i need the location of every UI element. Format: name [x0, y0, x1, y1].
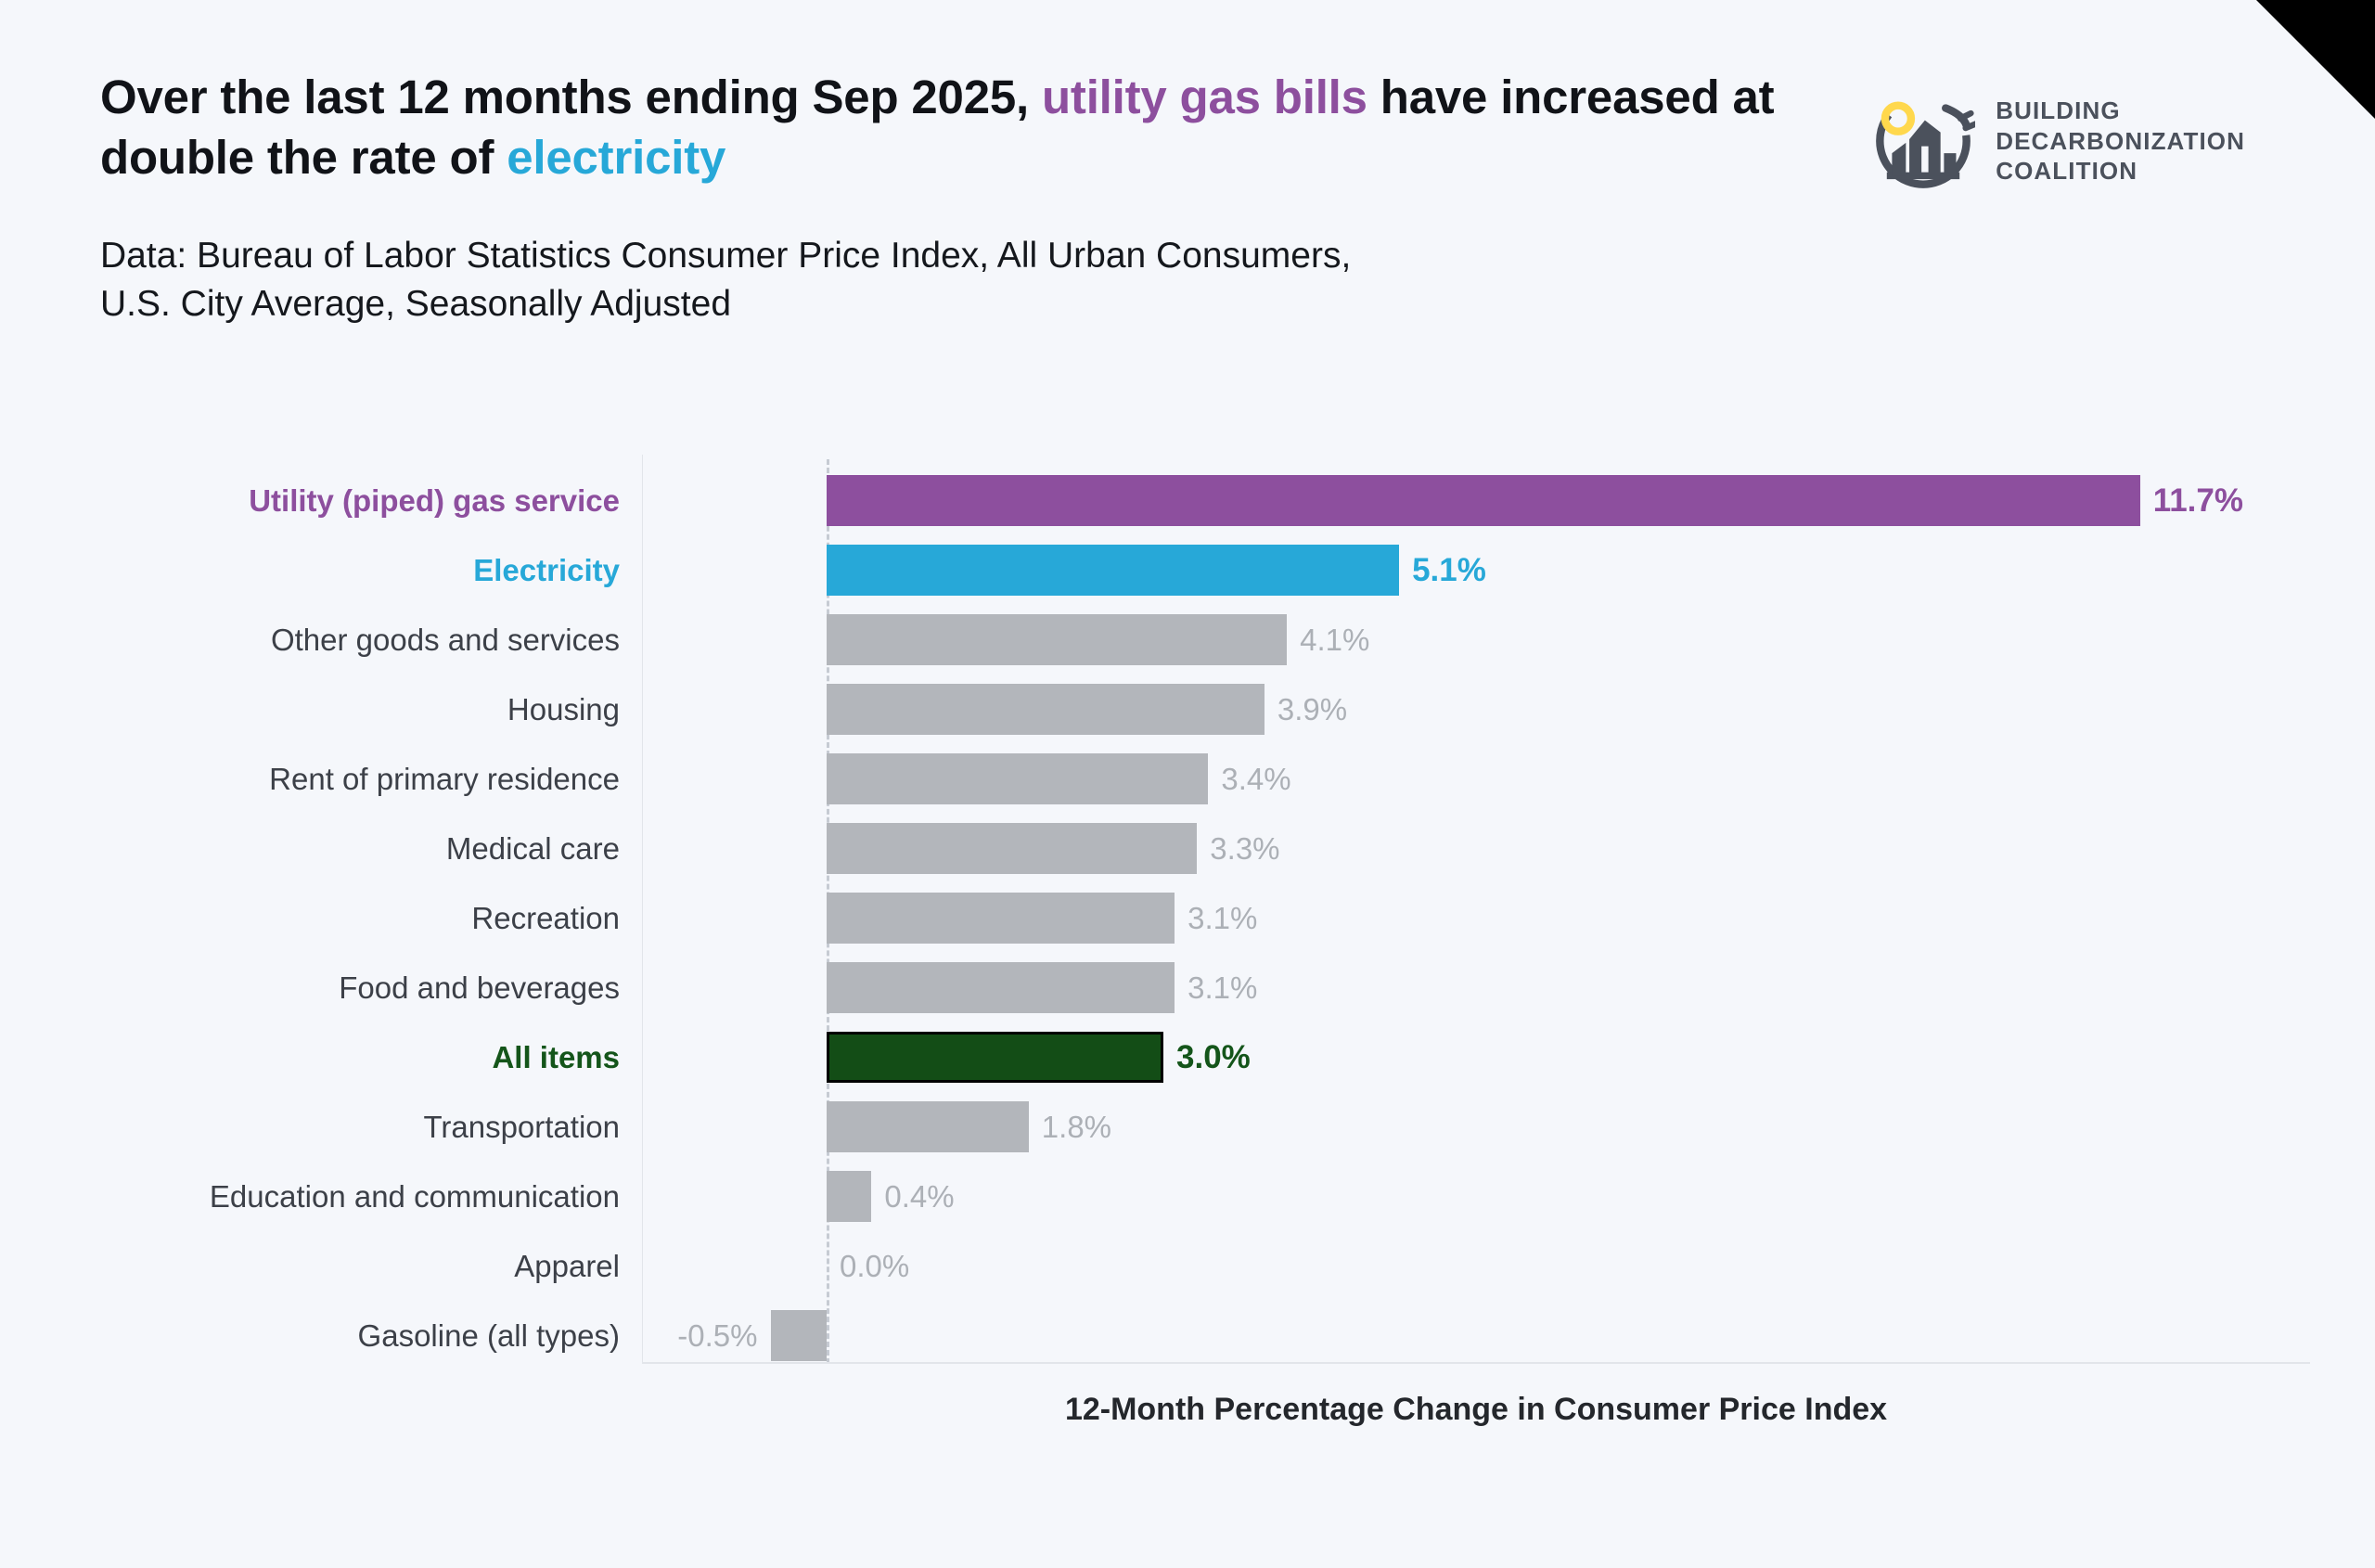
- bar-row: Other goods and services 4.1%: [0, 605, 2375, 675]
- plot-left-rule: [642, 455, 643, 1362]
- value-label: -0.5%: [677, 1318, 758, 1353]
- category-label: Rent of primary residence: [269, 762, 620, 796]
- value-label: 3.1%: [1188, 970, 1258, 1005]
- value-label: 1.8%: [1041, 1110, 1112, 1144]
- logo-line-1: BUILDING: [1996, 96, 2121, 125]
- bar: [827, 753, 1209, 804]
- bar: [827, 684, 1265, 735]
- bar: [827, 614, 1288, 665]
- value-label: 3.0%: [1176, 1039, 1251, 1075]
- category-label: Education and communication: [209, 1179, 620, 1214]
- value-label: 3.9%: [1277, 692, 1348, 726]
- category-label: Medical care: [445, 831, 620, 866]
- page-title: Over the last 12 months ending Sep 2025,…: [100, 67, 1798, 188]
- category-label: Electricity: [473, 553, 620, 587]
- bar: [827, 1171, 872, 1222]
- bar: [827, 475, 2140, 526]
- data-source-subtitle: Data: Bureau of Labor Statistics Consume…: [100, 232, 1770, 328]
- category-label: Other goods and services: [270, 623, 620, 657]
- bar-row: Gasoline (all types) -0.5%: [0, 1301, 2375, 1370]
- title-segment-2: have increased at double the rate of: [100, 71, 1775, 185]
- organization-logo: BUILDING DECARBONIZATION COALITION: [1871, 89, 2245, 193]
- value-label: 0.0%: [840, 1249, 910, 1283]
- category-label: All items: [492, 1040, 620, 1074]
- value-label: 3.3%: [1210, 831, 1280, 866]
- title-highlight-electricity: electricity: [507, 131, 726, 185]
- bar: [827, 545, 1400, 596]
- bar-row: Apparel 0.0%: [0, 1231, 2375, 1301]
- bar: [827, 962, 1175, 1013]
- category-label: Recreation: [471, 901, 620, 935]
- value-label: 5.1%: [1412, 552, 1486, 588]
- category-label: Utility (piped) gas service: [249, 483, 620, 518]
- category-label: Apparel: [514, 1249, 620, 1283]
- value-label: 0.4%: [884, 1179, 955, 1214]
- title-segment-1: Over the last 12 months ending Sep 2025,: [100, 71, 1042, 123]
- subtitle-line-1: Data: Bureau of Labor Statistics Consume…: [100, 236, 1352, 276]
- bar-row: All items 3.0%: [0, 1022, 2375, 1092]
- category-label: Housing: [507, 692, 620, 726]
- bar: [827, 893, 1175, 944]
- bar: [827, 1101, 1029, 1152]
- value-label: 3.4%: [1221, 762, 1291, 796]
- value-label: 4.1%: [1300, 623, 1370, 657]
- bar-row: Rent of primary residence 3.4%: [0, 744, 2375, 814]
- category-label: Transportation: [423, 1110, 620, 1144]
- bar: [770, 1310, 827, 1361]
- bar-row: Utility (piped) gas service 11.7%: [0, 466, 2375, 535]
- logo-wordmark: BUILDING DECARBONIZATION COALITION: [1996, 96, 2245, 186]
- bar-row: Electricity 5.1%: [0, 535, 2375, 605]
- bar-row: Medical care 3.3%: [0, 814, 2375, 883]
- title-highlight-gas: utility gas bills: [1041, 71, 1367, 123]
- bar-row: Transportation 1.8%: [0, 1092, 2375, 1162]
- bar-row: Recreation 3.1%: [0, 883, 2375, 953]
- building-decarbonization-coalition-mark-icon: [1876, 94, 1976, 188]
- header: Over the last 12 months ending Sep 2025,…: [0, 0, 2375, 371]
- value-label: 11.7%: [2152, 482, 2243, 519]
- bar-rows: Utility (piped) gas service 11.7% Electric…: [0, 466, 2375, 1370]
- x-axis-line: [642, 1362, 2310, 1364]
- value-label: 3.1%: [1188, 901, 1258, 935]
- corner-decoration: [2256, 0, 2375, 119]
- x-axis-title: 12-Month Percentage Change in Consumer P…: [1064, 1392, 1888, 1427]
- bar-row: Housing 3.9%: [0, 675, 2375, 744]
- bar-row: Food and beverages 3.1%: [0, 953, 2375, 1022]
- bar: [827, 823, 1198, 874]
- category-label: Gasoline (all types): [357, 1318, 620, 1353]
- bar-row: Education and communication 0.4%: [0, 1162, 2375, 1231]
- logo-line-3: COALITION: [1996, 157, 2138, 186]
- bar: [827, 1032, 1163, 1083]
- logo-line-2: DECARBONIZATION: [1996, 126, 2245, 155]
- category-label: Food and beverages: [339, 970, 620, 1005]
- subtitle-line-2: U.S. City Average, Seasonally Adjusted: [100, 283, 732, 324]
